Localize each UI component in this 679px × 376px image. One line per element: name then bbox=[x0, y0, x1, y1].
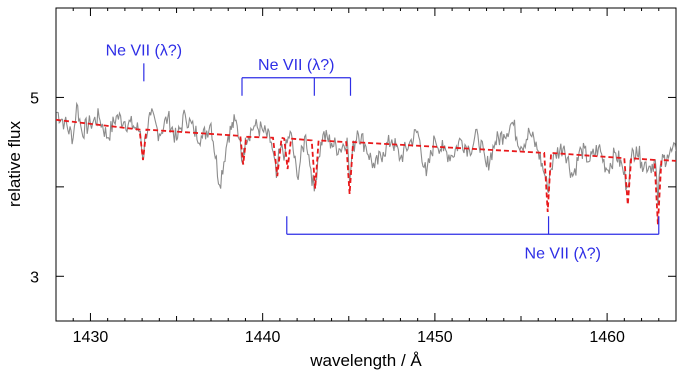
series-layer bbox=[56, 101, 676, 225]
y-axis-label: relative flux bbox=[5, 121, 24, 207]
y-axis: 35 bbox=[30, 90, 676, 286]
x-tick-label: 1430 bbox=[73, 329, 109, 346]
line-id-marker-1: Ne VII (λ?) bbox=[106, 42, 182, 82]
x-tick-label: 1460 bbox=[589, 329, 625, 346]
y-tick-label: 3 bbox=[30, 269, 39, 286]
line-id-annotations: Ne VII (λ?) Ne VII (λ?) Ne VII (λ?) bbox=[106, 42, 660, 262]
line-id-label: Ne VII (λ?) bbox=[106, 42, 182, 59]
line-id-label: Ne VII (λ?) bbox=[525, 245, 601, 262]
observed-spectrum-line bbox=[56, 101, 676, 205]
x-tick-label: 1450 bbox=[417, 329, 453, 346]
x-axis-label: wavelength / Å bbox=[309, 351, 422, 370]
x-axis: 1430 1440 1450 1460 bbox=[55, 8, 677, 346]
x-tick-label: 1440 bbox=[245, 329, 281, 346]
line-id-marker-2: Ne VII (λ?) bbox=[241, 57, 352, 96]
line-id-label: Ne VII (λ?) bbox=[258, 57, 334, 74]
line-id-marker-3: Ne VII (λ?) bbox=[286, 216, 660, 262]
y-tick-label: 5 bbox=[30, 90, 39, 107]
model-spectrum-line bbox=[56, 118, 676, 225]
